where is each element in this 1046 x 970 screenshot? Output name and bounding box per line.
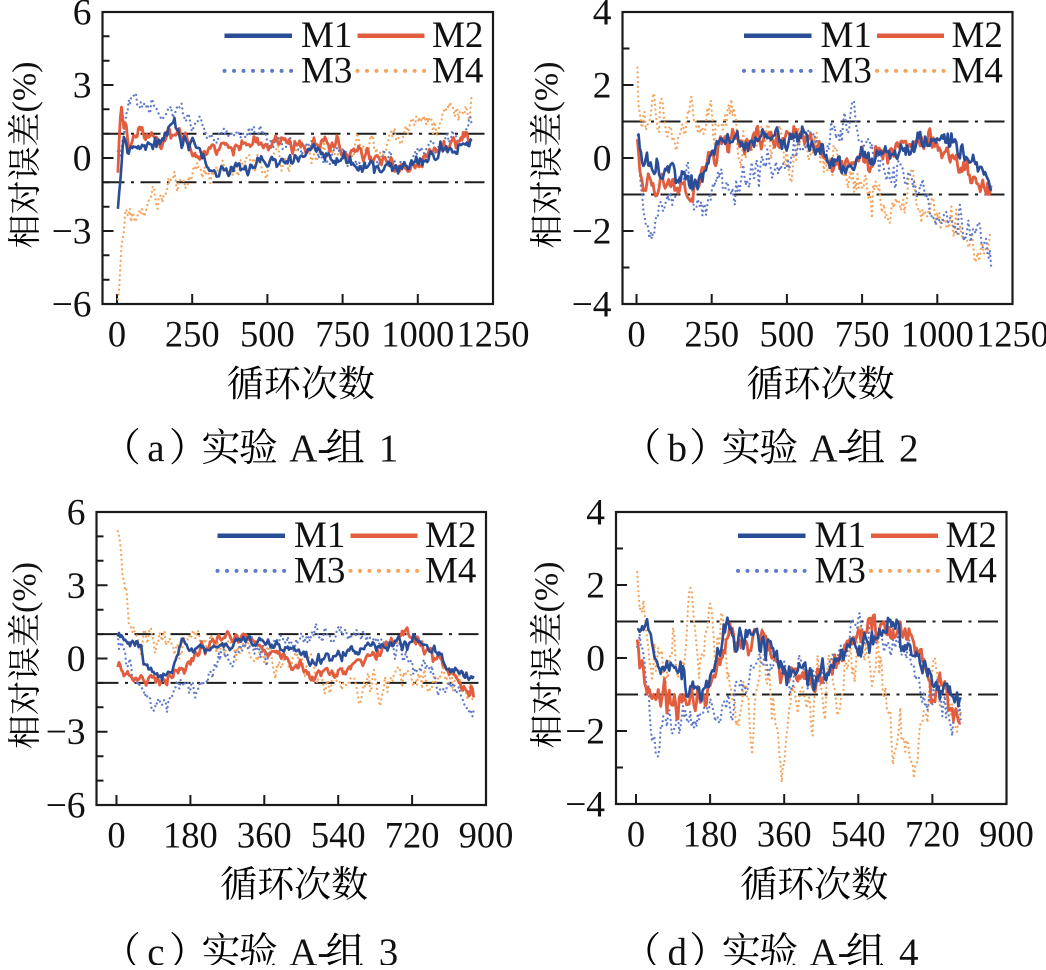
svg-text:M4: M4	[952, 51, 1003, 92]
svg-text:b: b	[668, 427, 688, 470]
svg-text:M4: M4	[425, 551, 476, 592]
svg-text:500: 500	[760, 314, 815, 355]
svg-text:1250: 1250	[976, 314, 1046, 355]
svg-text:A-: A-	[289, 427, 330, 470]
svg-text:4: 4	[899, 931, 919, 965]
svg-text:180: 180	[683, 814, 738, 855]
svg-text:−2: −2	[572, 212, 612, 253]
svg-text:1: 1	[379, 427, 399, 470]
svg-text:750: 750	[315, 314, 370, 355]
svg-text:−3: −3	[46, 712, 86, 753]
svg-text:6: 6	[67, 493, 86, 534]
svg-text:0: 0	[627, 814, 645, 855]
svg-text:4: 4	[593, 0, 612, 34]
svg-text:1250: 1250	[457, 314, 530, 355]
svg-text:M2: M2	[952, 15, 1003, 56]
svg-text:540: 540	[311, 815, 366, 856]
svg-text:M3: M3	[301, 51, 352, 92]
svg-text:2: 2	[593, 66, 612, 107]
svg-text:0: 0	[593, 139, 612, 180]
svg-text:500: 500	[240, 314, 295, 355]
svg-text:0: 0	[627, 314, 645, 355]
svg-text:A-: A-	[810, 931, 851, 965]
svg-text:M4: M4	[432, 51, 483, 92]
svg-text:−6: −6	[46, 786, 86, 827]
svg-text:(%): (%)	[7, 562, 44, 613]
svg-text:(%): (%)	[529, 62, 566, 113]
svg-text:M1: M1	[821, 15, 872, 56]
svg-text:M1: M1	[294, 515, 345, 556]
svg-text:A-: A-	[810, 427, 851, 470]
svg-text:0: 0	[67, 639, 86, 680]
svg-text:M2: M2	[432, 15, 483, 56]
svg-text:−2: −2	[565, 712, 605, 753]
svg-text:−6: −6	[52, 285, 92, 326]
svg-text:M3: M3	[815, 551, 866, 592]
svg-text:a: a	[147, 427, 164, 470]
svg-text:0: 0	[108, 314, 126, 355]
svg-text:−4: −4	[572, 285, 612, 326]
svg-text:(%): (%)	[529, 562, 566, 613]
svg-text:M3: M3	[294, 551, 345, 592]
svg-text:−3: −3	[52, 212, 92, 253]
svg-text:M1: M1	[301, 15, 352, 56]
svg-text:720: 720	[385, 815, 440, 856]
svg-text:720: 720	[905, 814, 960, 855]
svg-text:0: 0	[586, 639, 605, 680]
svg-text:3: 3	[379, 931, 399, 965]
svg-text:900: 900	[979, 814, 1034, 855]
svg-text:180: 180	[163, 815, 218, 856]
svg-text:3: 3	[67, 566, 86, 607]
svg-text:3: 3	[73, 66, 92, 107]
svg-text:A-: A-	[289, 931, 330, 965]
svg-text:6: 6	[73, 0, 92, 34]
svg-text:M2: M2	[425, 515, 476, 556]
svg-text:1000: 1000	[381, 314, 454, 355]
svg-text:−4: −4	[565, 785, 605, 826]
svg-text:M4: M4	[946, 551, 997, 592]
svg-text:900: 900	[459, 815, 514, 856]
svg-text:360: 360	[237, 815, 292, 856]
svg-text:0: 0	[73, 139, 92, 180]
svg-text:2: 2	[899, 427, 919, 470]
svg-text:2: 2	[586, 566, 605, 607]
svg-text:540: 540	[831, 814, 886, 855]
svg-text:250: 250	[684, 314, 739, 355]
svg-text:(%): (%)	[7, 62, 44, 113]
svg-text:1000: 1000	[901, 314, 974, 355]
svg-text:750: 750	[835, 314, 890, 355]
svg-text:M1: M1	[815, 515, 866, 556]
svg-text:250: 250	[165, 314, 220, 355]
svg-text:c: c	[147, 931, 164, 965]
svg-text:0: 0	[107, 815, 125, 856]
svg-text:4: 4	[586, 493, 605, 534]
svg-text:M2: M2	[946, 515, 997, 556]
svg-text:360: 360	[757, 814, 812, 855]
svg-text:M3: M3	[821, 51, 872, 92]
svg-text:d: d	[668, 931, 688, 965]
